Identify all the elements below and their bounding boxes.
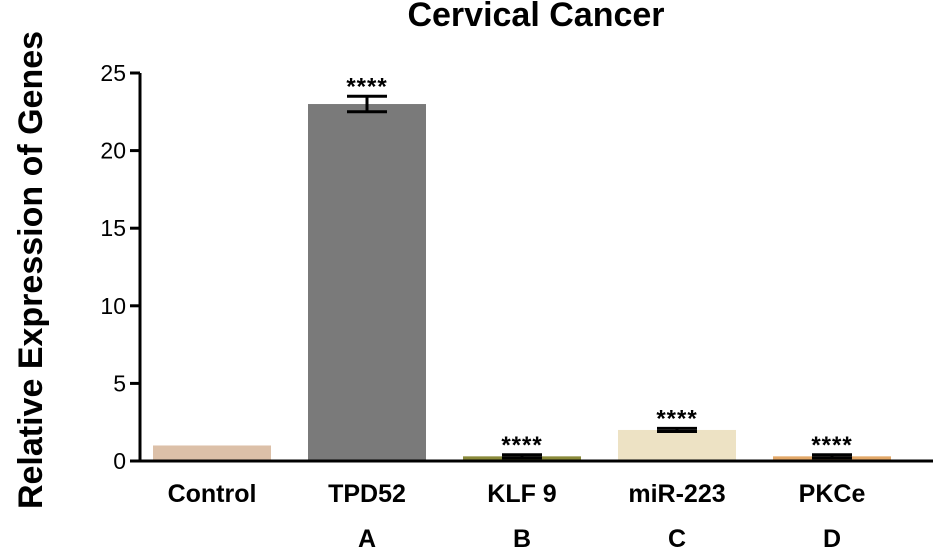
error-bar (657, 426, 697, 434)
significance-label: **** (346, 73, 387, 100)
x-tick-label: PKCe (799, 480, 866, 508)
y-tick-label: 5 (113, 370, 126, 396)
panel-label: B (513, 525, 531, 553)
bar (618, 429, 736, 461)
x-tick-label: TPD52 (328, 480, 406, 508)
significance-label: **** (811, 432, 852, 459)
error-bar (502, 453, 542, 460)
y-tick-label: 20 (100, 138, 126, 164)
bar (308, 104, 426, 461)
y-tick-label: 15 (100, 215, 126, 241)
error-bar (347, 94, 387, 114)
significance-label: **** (501, 432, 542, 459)
x-tick-label: Control (168, 480, 257, 508)
y-tick-label: 25 (100, 60, 126, 86)
panel-label: D (823, 525, 841, 553)
bar (153, 445, 271, 461)
y-tick-label: 0 (113, 448, 126, 474)
panel-label: A (358, 525, 376, 553)
error-bar (812, 453, 852, 460)
y-axis-ticks: 0 5 10 15 20 25 (100, 60, 140, 474)
chart-title: Cervical Cancer (407, 0, 664, 34)
significance-label: **** (656, 405, 697, 432)
x-tick-label: KLF 9 (487, 480, 556, 508)
x-tick-label: miR-223 (628, 480, 725, 508)
y-axis-label: Relative Expression of Genes (12, 31, 50, 509)
bars: **** **** **** **** (153, 73, 891, 461)
panel-label: C (668, 525, 686, 553)
y-tick-label: 10 (100, 293, 126, 319)
